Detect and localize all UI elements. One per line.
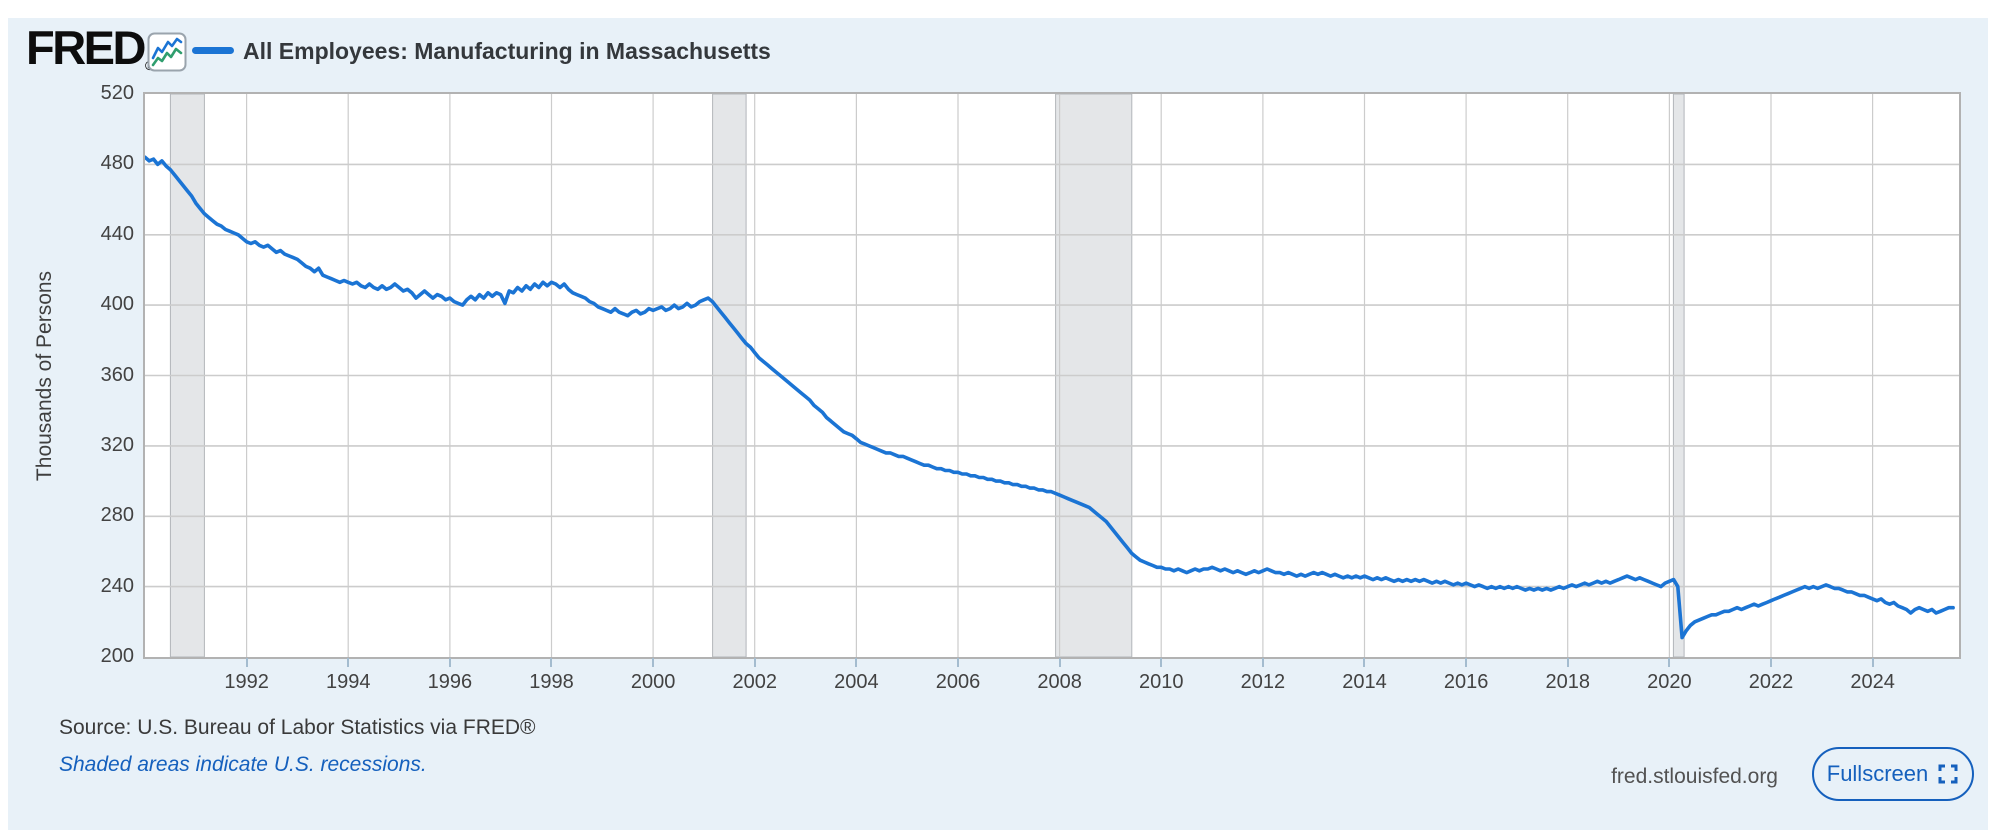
fullscreen-button[interactable]: Fullscreen	[1812, 747, 1974, 801]
fullscreen-button-label: Fullscreen	[1826, 761, 1929, 786]
x-tick-label: 2012	[1240, 671, 1286, 693]
fred-logo-text: FRED	[26, 21, 146, 74]
recession-note-link[interactable]: Shaded areas indicate U.S. recessions.	[59, 753, 427, 776]
x-tick-label: 1998	[529, 671, 574, 693]
series-legend-swatch	[192, 47, 234, 54]
x-tick-label: 2004	[834, 671, 879, 693]
x-tick-label: 1994	[325, 671, 371, 693]
y-tick-label: 400	[100, 293, 134, 316]
x-tick-label: 2008	[1037, 671, 1082, 693]
x-tick-mark	[1668, 658, 1671, 667]
x-tick-mark	[448, 658, 451, 667]
x-tick-mark	[1363, 658, 1366, 667]
x-tick-mark	[1261, 658, 1264, 667]
x-tick-mark	[1871, 658, 1874, 667]
x-tick-label: 2010	[1138, 671, 1184, 693]
x-tick-mark	[753, 658, 756, 667]
y-tick-label: 200	[100, 645, 134, 667]
x-tick-label: 2018	[1545, 671, 1590, 693]
expand-icon	[1938, 764, 1958, 784]
site-url: fred.stlouisfed.org	[1611, 765, 1778, 788]
x-tick-mark	[1769, 658, 1772, 667]
x-tick-label: 2024	[1850, 671, 1895, 693]
series-legend-label: All Employees: Manufacturing in Massachu…	[243, 38, 771, 64]
x-tick-label: 1996	[427, 671, 473, 693]
x-tick-label: 1992	[224, 671, 269, 693]
fred-logo[interactable]: FRED®	[26, 21, 155, 74]
y-tick-label: 360	[100, 363, 134, 386]
x-tick-label: 2014	[1342, 671, 1387, 693]
x-tick-label: 2006	[935, 671, 981, 693]
y-tick-label: 480	[100, 152, 134, 175]
x-tick-mark	[245, 658, 248, 667]
x-tick-mark	[652, 658, 655, 667]
x-tick-mark	[347, 658, 350, 667]
x-tick-mark	[855, 658, 858, 667]
y-tick-label: 320	[100, 433, 134, 456]
x-tick-label: 2002	[732, 671, 777, 693]
source-line: Source: U.S. Bureau of Labor Statistics …	[59, 716, 536, 739]
x-tick-mark	[1566, 658, 1569, 667]
x-tick-label: 2016	[1443, 671, 1489, 693]
x-tick-mark	[1058, 658, 1061, 667]
x-tick-mark	[956, 658, 959, 667]
y-tick-label: 280	[100, 504, 134, 527]
x-tick-label: 2020	[1647, 671, 1692, 693]
y-tick-label: 240	[100, 574, 134, 597]
x-tick-mark	[1465, 658, 1468, 667]
line-chart-icon	[147, 32, 187, 72]
y-tick-label: 520	[100, 82, 134, 104]
plot-area[interactable]	[143, 92, 1961, 659]
plot-svg	[145, 94, 1959, 657]
x-tick-label: 2022	[1748, 671, 1794, 693]
y-tick-label: 440	[100, 222, 134, 245]
x-tick-mark	[550, 658, 553, 667]
x-tick-label: 2000	[630, 671, 676, 693]
x-tick-mark	[1160, 658, 1163, 667]
